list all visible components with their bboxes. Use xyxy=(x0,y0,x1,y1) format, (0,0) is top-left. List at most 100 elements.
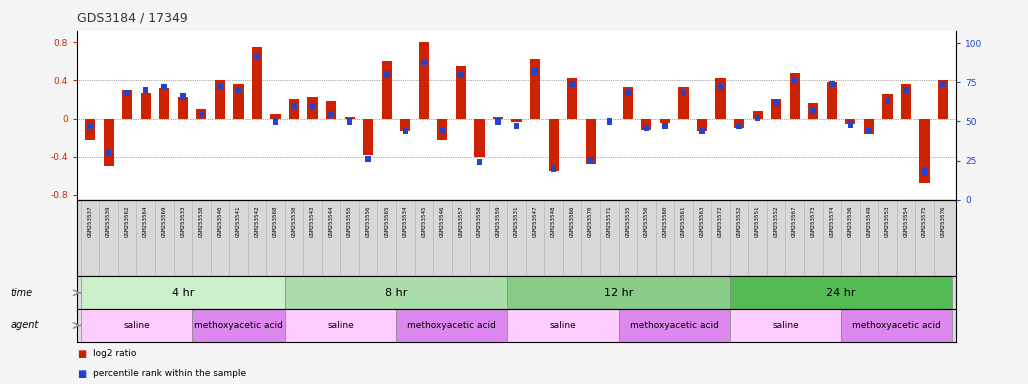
Text: methoxyacetic acid: methoxyacetic acid xyxy=(852,321,942,330)
Text: log2 ratio: log2 ratio xyxy=(93,349,136,358)
Bar xyxy=(396,309,507,342)
Text: GSM253550: GSM253550 xyxy=(644,205,649,237)
Bar xyxy=(418,42,429,119)
Bar xyxy=(586,119,596,164)
Bar xyxy=(827,82,837,119)
Bar xyxy=(198,111,205,117)
Bar xyxy=(161,84,167,90)
Text: methoxyacetic acid: methoxyacetic acid xyxy=(630,321,719,330)
Bar xyxy=(254,53,260,59)
Bar xyxy=(159,88,170,119)
Bar xyxy=(104,119,114,166)
Bar xyxy=(106,150,111,156)
Bar xyxy=(512,119,521,122)
Text: GSM253532: GSM253532 xyxy=(737,205,741,237)
Bar xyxy=(81,276,285,309)
Bar xyxy=(697,119,707,131)
Bar xyxy=(752,111,763,119)
Text: GSM253571: GSM253571 xyxy=(607,205,612,237)
Bar xyxy=(141,93,151,119)
Bar xyxy=(507,309,619,342)
Bar xyxy=(285,309,396,342)
Bar xyxy=(619,309,730,342)
Bar xyxy=(346,118,353,124)
Bar xyxy=(474,119,484,157)
Text: GSM253534: GSM253534 xyxy=(403,205,408,237)
Bar xyxy=(941,81,946,87)
Text: GSM253546: GSM253546 xyxy=(440,205,445,237)
Text: saline: saline xyxy=(123,321,150,330)
Bar xyxy=(455,66,466,119)
Bar xyxy=(178,97,188,119)
Text: GSM253539: GSM253539 xyxy=(106,205,111,237)
Text: GSM253552: GSM253552 xyxy=(774,205,778,237)
Bar xyxy=(549,119,559,171)
Text: GSM253563: GSM253563 xyxy=(699,205,704,237)
Bar xyxy=(773,99,779,106)
Text: GSM253574: GSM253574 xyxy=(830,205,835,237)
Bar xyxy=(233,84,244,119)
Text: GSM253557: GSM253557 xyxy=(458,205,464,237)
Text: GSM253562: GSM253562 xyxy=(124,205,130,237)
Bar xyxy=(660,119,670,123)
Bar xyxy=(421,59,427,65)
Bar xyxy=(507,276,730,309)
Text: GSM253568: GSM253568 xyxy=(273,205,278,237)
Bar xyxy=(755,115,761,121)
Bar xyxy=(400,119,410,131)
Bar xyxy=(867,128,872,134)
Bar xyxy=(734,119,744,128)
Bar xyxy=(922,169,927,175)
Bar xyxy=(363,119,373,155)
Bar xyxy=(901,84,911,119)
Bar xyxy=(291,103,297,109)
Text: GSM253576: GSM253576 xyxy=(941,205,946,237)
Bar xyxy=(919,119,929,184)
Text: GSM253551: GSM253551 xyxy=(756,205,760,237)
Bar xyxy=(440,128,445,134)
Bar xyxy=(180,93,186,99)
Text: GSM253538: GSM253538 xyxy=(198,205,204,237)
Text: GSM253542: GSM253542 xyxy=(255,205,259,237)
Text: GSM253567: GSM253567 xyxy=(793,205,798,237)
Bar xyxy=(551,165,556,172)
Text: 24 hr: 24 hr xyxy=(827,288,856,298)
Bar xyxy=(847,121,853,128)
Bar xyxy=(122,90,133,119)
Text: methoxyacetic acid: methoxyacetic acid xyxy=(194,321,283,330)
Bar xyxy=(403,128,408,134)
Bar xyxy=(736,123,742,129)
Text: GSM253536: GSM253536 xyxy=(848,205,853,237)
Bar xyxy=(235,87,242,93)
Text: GSM253561: GSM253561 xyxy=(681,205,686,237)
Text: GSM253566: GSM253566 xyxy=(570,205,575,237)
Bar xyxy=(196,109,207,119)
Bar xyxy=(644,124,649,131)
Text: ■: ■ xyxy=(77,349,86,359)
Bar xyxy=(841,309,952,342)
Bar xyxy=(307,97,318,119)
Text: GSM253540: GSM253540 xyxy=(217,205,222,237)
Bar xyxy=(533,68,538,74)
Bar xyxy=(87,123,93,129)
Bar xyxy=(730,276,952,309)
Text: GSM253543: GSM253543 xyxy=(310,205,316,237)
Text: saline: saline xyxy=(772,321,799,330)
Bar xyxy=(381,61,392,119)
Bar xyxy=(715,78,726,119)
Bar xyxy=(718,84,724,90)
Text: GSM253541: GSM253541 xyxy=(235,205,241,237)
Bar xyxy=(289,99,299,119)
Text: GSM253553: GSM253553 xyxy=(885,205,890,237)
Bar xyxy=(885,98,890,104)
Text: GSM253535: GSM253535 xyxy=(625,205,630,237)
Text: GSM253533: GSM253533 xyxy=(180,205,185,237)
Text: 8 hr: 8 hr xyxy=(384,288,407,298)
Bar xyxy=(570,81,575,87)
Bar xyxy=(344,117,355,119)
Bar xyxy=(192,309,285,342)
Bar xyxy=(272,118,279,124)
Bar xyxy=(625,90,630,96)
Bar xyxy=(792,78,798,84)
Bar xyxy=(681,90,687,96)
